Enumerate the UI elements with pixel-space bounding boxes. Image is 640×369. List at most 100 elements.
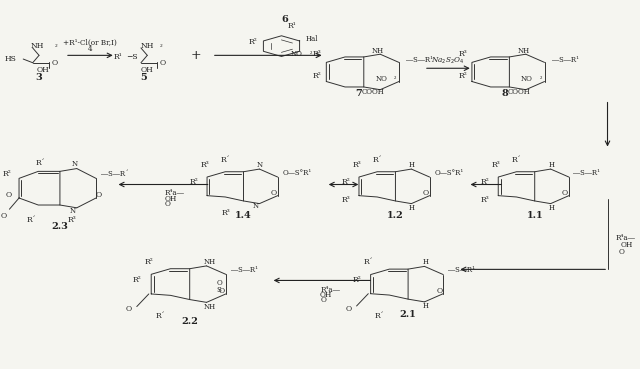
Text: R⁴a―: R⁴a― <box>321 286 340 294</box>
Text: 8: 8 <box>501 89 508 98</box>
Text: R´: R´ <box>26 217 36 224</box>
Text: R´: R´ <box>36 159 45 167</box>
Text: R³: R³ <box>313 50 322 58</box>
Text: O: O <box>160 59 166 68</box>
Text: O: O <box>346 305 352 313</box>
Text: R³: R³ <box>481 196 489 204</box>
Text: +R¹-Cl(or Br,I): +R¹-Cl(or Br,I) <box>63 38 117 46</box>
Text: ―S―R´: ―S―R´ <box>101 170 129 178</box>
Text: N: N <box>72 161 78 168</box>
Text: R²: R² <box>313 72 322 80</box>
Text: H: H <box>409 204 415 211</box>
Text: NO: NO <box>291 49 303 58</box>
Text: R´: R´ <box>221 156 230 164</box>
Text: O: O <box>216 279 222 287</box>
Text: Na$_2$S$_2$O$_4$: Na$_2$S$_2$O$_4$ <box>431 56 465 66</box>
Text: −S: −S <box>125 53 137 61</box>
Text: NO: NO <box>521 75 533 83</box>
Text: R²: R² <box>458 72 467 80</box>
Text: OH: OH <box>620 241 632 249</box>
Text: N: N <box>70 207 76 215</box>
Text: ―S―R¹: ―S―R¹ <box>230 266 257 274</box>
Text: NH: NH <box>517 48 529 55</box>
Text: R³: R³ <box>458 50 467 58</box>
Text: NH: NH <box>204 303 216 311</box>
Text: O―S°R¹: O―S°R¹ <box>282 169 312 177</box>
Text: R´: R´ <box>156 313 166 320</box>
Text: NH: NH <box>372 48 384 55</box>
Text: N: N <box>253 202 259 210</box>
Text: $_2$: $_2$ <box>308 50 313 57</box>
Text: COOH: COOH <box>508 88 530 96</box>
Text: OH: OH <box>319 291 332 299</box>
Text: R³: R³ <box>221 209 230 217</box>
Text: NO: NO <box>376 75 387 83</box>
Text: R³: R³ <box>200 161 209 169</box>
Text: O: O <box>1 212 7 220</box>
Text: OH: OH <box>141 66 154 74</box>
Text: O: O <box>164 200 170 208</box>
Text: NH: NH <box>31 42 44 50</box>
Text: R⁴a―: R⁴a― <box>164 189 184 197</box>
Text: 7: 7 <box>356 89 362 98</box>
Text: O: O <box>6 191 12 199</box>
Text: R²: R² <box>249 38 257 46</box>
Text: R¹: R¹ <box>288 22 296 30</box>
Text: R²: R² <box>189 178 198 186</box>
Text: O: O <box>52 59 58 67</box>
Text: S: S <box>216 286 221 294</box>
Text: H: H <box>409 161 415 169</box>
Text: H: H <box>422 302 428 310</box>
Text: R²: R² <box>145 258 154 266</box>
Text: 3: 3 <box>36 73 42 82</box>
Text: $_2$: $_2$ <box>393 75 397 82</box>
Text: R²: R² <box>341 178 350 186</box>
Text: Hal: Hal <box>305 35 318 43</box>
Text: R´: R´ <box>364 258 373 266</box>
Text: R³: R³ <box>492 161 500 169</box>
Text: ―S―R¹: ―S―R¹ <box>406 56 433 64</box>
Text: R²: R² <box>3 170 12 178</box>
Text: O: O <box>321 296 327 304</box>
Text: R´: R´ <box>375 311 385 320</box>
Text: NH: NH <box>141 42 154 50</box>
Text: ―S―R¹: ―S―R¹ <box>552 56 579 64</box>
Text: O: O <box>618 248 624 256</box>
Text: O: O <box>423 189 429 197</box>
Text: OH: OH <box>164 194 177 203</box>
Text: R²: R² <box>353 276 361 284</box>
Text: 2.1: 2.1 <box>400 310 417 319</box>
Text: 2.2: 2.2 <box>181 317 198 327</box>
Text: H: H <box>548 161 554 169</box>
Text: R³: R³ <box>341 196 350 204</box>
Text: +: + <box>191 49 202 62</box>
Text: R´: R´ <box>512 156 522 164</box>
Text: R³: R³ <box>353 161 361 169</box>
Text: O: O <box>436 287 442 295</box>
Text: R´: R´ <box>372 156 382 164</box>
Text: HS: HS <box>5 55 17 63</box>
Text: $_2$: $_2$ <box>539 75 543 82</box>
Text: 1.1: 1.1 <box>526 211 543 220</box>
Text: ―S―R¹: ―S―R¹ <box>573 169 600 177</box>
Text: R⁴a―: R⁴a― <box>616 234 636 242</box>
Text: R³: R³ <box>67 217 76 224</box>
Text: O: O <box>271 189 277 197</box>
Text: R²: R² <box>481 178 489 186</box>
Text: N: N <box>257 161 263 169</box>
Text: O: O <box>562 189 568 197</box>
Text: 6: 6 <box>282 15 288 24</box>
Text: H: H <box>422 258 428 266</box>
Text: OH: OH <box>37 66 50 74</box>
Text: 5: 5 <box>141 73 147 82</box>
Text: R¹: R¹ <box>113 53 122 61</box>
Text: O: O <box>126 306 132 313</box>
Text: 1.4: 1.4 <box>235 211 252 220</box>
Text: O: O <box>219 287 225 295</box>
Text: $_2$: $_2$ <box>159 42 163 50</box>
Text: R²: R² <box>133 276 141 284</box>
Text: O: O <box>96 191 102 199</box>
Text: 4: 4 <box>88 45 93 53</box>
Text: H: H <box>548 204 554 211</box>
Text: 1.2: 1.2 <box>387 211 404 220</box>
